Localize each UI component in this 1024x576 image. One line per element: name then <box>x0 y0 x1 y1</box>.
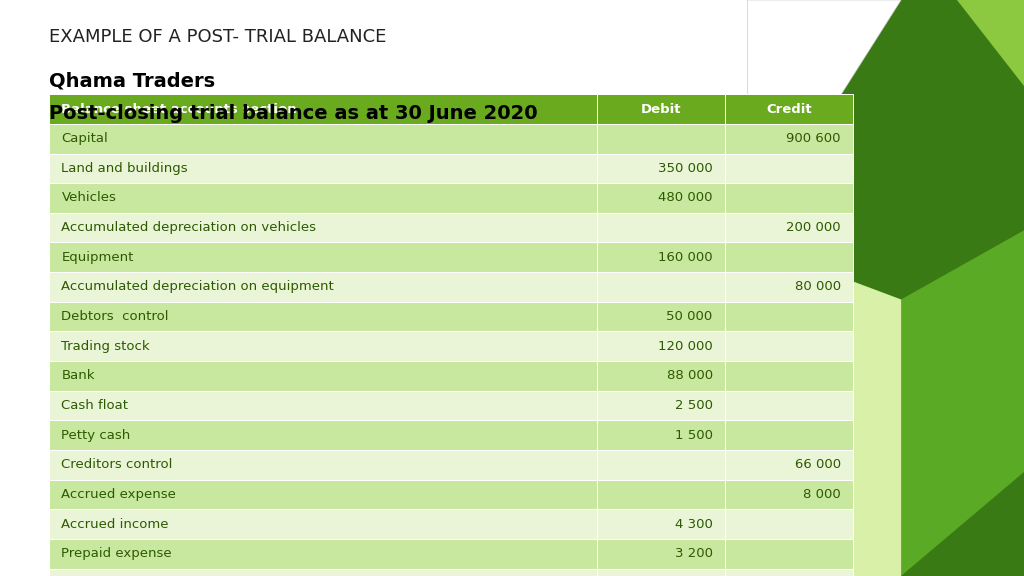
Bar <box>49 391 597 420</box>
Text: Bank: Bank <box>61 369 95 382</box>
Bar <box>725 361 853 391</box>
Bar <box>725 213 853 242</box>
Polygon shape <box>901 472 1024 576</box>
Text: Capital: Capital <box>61 132 109 145</box>
Bar <box>49 509 597 539</box>
Text: Prepaid expense: Prepaid expense <box>61 547 172 560</box>
Bar <box>597 450 725 480</box>
Text: EXAMPLE OF A POST- TRIAL BALANCE: EXAMPLE OF A POST- TRIAL BALANCE <box>49 28 386 46</box>
Bar <box>597 242 725 272</box>
Text: 80 000: 80 000 <box>795 281 841 294</box>
Text: 480 000: 480 000 <box>658 191 713 204</box>
Text: 8 000: 8 000 <box>803 488 841 501</box>
Text: 900 600: 900 600 <box>786 132 841 145</box>
Bar <box>597 391 725 420</box>
Polygon shape <box>748 0 1024 300</box>
Text: 1 500: 1 500 <box>675 429 713 442</box>
Bar <box>49 153 597 183</box>
Text: 200 000: 200 000 <box>786 221 841 234</box>
Bar <box>597 153 725 183</box>
Text: Balance sheet accounts section: Balance sheet accounts section <box>61 103 297 116</box>
Text: Creditors control: Creditors control <box>61 458 173 472</box>
Bar <box>597 124 725 153</box>
Bar <box>597 569 725 576</box>
Polygon shape <box>748 242 840 576</box>
Text: Vehicles: Vehicles <box>61 191 117 204</box>
Text: Post-closing trial balance as at 30 June 2020: Post-closing trial balance as at 30 June… <box>49 104 538 123</box>
Bar <box>49 94 597 124</box>
Bar <box>597 361 725 391</box>
Text: Accrued income: Accrued income <box>61 518 169 531</box>
Bar <box>49 450 597 480</box>
Bar <box>597 272 725 302</box>
Bar <box>597 331 725 361</box>
Bar <box>49 361 597 391</box>
Text: Cash float: Cash float <box>61 399 128 412</box>
Polygon shape <box>748 242 901 576</box>
Bar <box>49 302 597 331</box>
Bar <box>49 569 597 576</box>
Bar <box>725 480 853 509</box>
Bar <box>725 153 853 183</box>
Text: 2 500: 2 500 <box>675 399 713 412</box>
Text: 3 200: 3 200 <box>675 547 713 560</box>
Bar <box>725 569 853 576</box>
Bar <box>49 124 597 153</box>
Bar <box>725 509 853 539</box>
Text: 4 300: 4 300 <box>675 518 713 531</box>
Bar <box>597 94 725 124</box>
Text: 50 000: 50 000 <box>667 310 713 323</box>
Bar <box>725 242 853 272</box>
Bar <box>725 420 853 450</box>
Text: 350 000: 350 000 <box>658 162 713 175</box>
Bar <box>597 213 725 242</box>
Text: 88 000: 88 000 <box>667 369 713 382</box>
Bar <box>597 302 725 331</box>
Bar <box>725 331 853 361</box>
Bar <box>597 480 725 509</box>
Bar <box>725 391 853 420</box>
Text: Petty cash: Petty cash <box>61 429 131 442</box>
Bar <box>49 331 597 361</box>
Bar <box>49 420 597 450</box>
Polygon shape <box>748 230 1024 576</box>
Bar <box>49 213 597 242</box>
Bar <box>725 539 853 569</box>
Bar <box>597 420 725 450</box>
Bar <box>725 272 853 302</box>
Text: Credit: Credit <box>766 103 812 116</box>
Polygon shape <box>748 0 1024 576</box>
Text: Qhama Traders: Qhama Traders <box>49 71 215 90</box>
Bar <box>725 124 853 153</box>
Text: Debit: Debit <box>641 103 681 116</box>
Text: Debtors  control: Debtors control <box>61 310 169 323</box>
Bar <box>725 302 853 331</box>
Text: 66 000: 66 000 <box>795 458 841 472</box>
Polygon shape <box>748 0 901 242</box>
Text: Trading stock: Trading stock <box>61 340 151 353</box>
Polygon shape <box>748 0 901 242</box>
Polygon shape <box>957 0 1024 86</box>
Text: Accrued expense: Accrued expense <box>61 488 176 501</box>
Text: 120 000: 120 000 <box>658 340 713 353</box>
Bar <box>597 509 725 539</box>
Bar <box>49 480 597 509</box>
Text: Land and buildings: Land and buildings <box>61 162 188 175</box>
Text: Accumulated depreciation on vehicles: Accumulated depreciation on vehicles <box>61 221 316 234</box>
Text: Equipment: Equipment <box>61 251 134 264</box>
Bar <box>725 450 853 480</box>
Bar <box>49 242 597 272</box>
Bar <box>597 183 725 213</box>
Bar <box>597 539 725 569</box>
Text: 160 000: 160 000 <box>658 251 713 264</box>
Text: Accumulated depreciation on equipment: Accumulated depreciation on equipment <box>61 281 334 294</box>
Bar <box>49 183 597 213</box>
Bar <box>49 272 597 302</box>
Bar <box>725 183 853 213</box>
Bar <box>49 539 597 569</box>
Bar <box>725 94 853 124</box>
